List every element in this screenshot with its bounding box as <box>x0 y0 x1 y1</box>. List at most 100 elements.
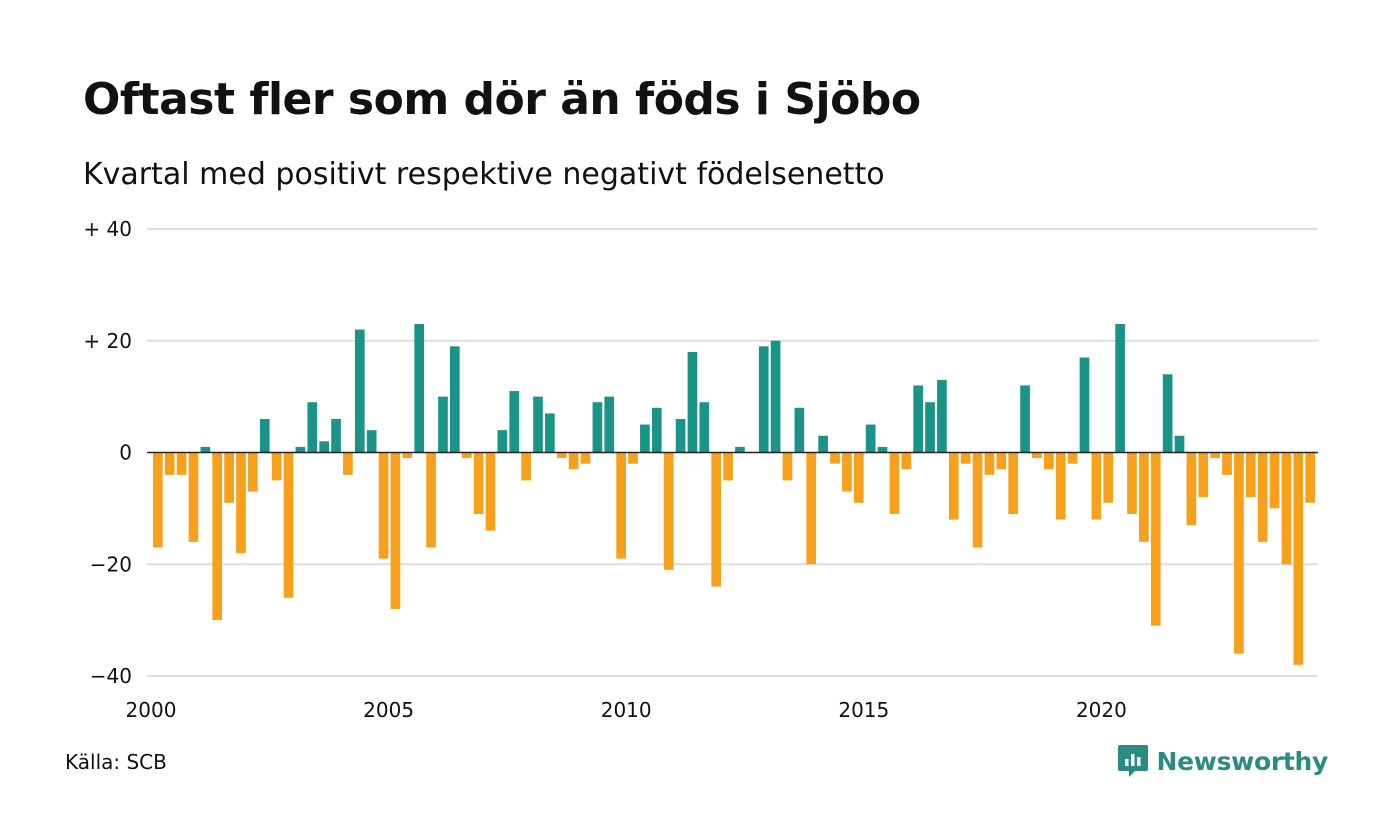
bar <box>948 452 959 520</box>
bar <box>1020 385 1030 453</box>
axes: + 40 + 20 0 −20 −40 2000 2005 2010 2015 2020 <box>83 217 1318 722</box>
bar <box>1305 452 1316 503</box>
bar <box>675 418 686 453</box>
bar <box>735 446 745 453</box>
bar <box>889 452 900 514</box>
bars <box>153 323 1316 665</box>
bar <box>1257 452 1268 542</box>
bar <box>188 452 199 542</box>
bar <box>1245 452 1256 498</box>
bar <box>1091 452 1102 520</box>
bar <box>972 452 983 548</box>
x-tick-label: 2005 <box>363 698 414 722</box>
bar <box>295 446 306 453</box>
bar <box>830 452 840 464</box>
bar <box>1281 452 1292 565</box>
chart-title: Oftast fler som dör än föds i Sjöbo <box>83 74 921 125</box>
bar <box>1079 357 1090 453</box>
bar <box>794 407 805 453</box>
bar <box>580 452 591 464</box>
brand-name: Newsworthy <box>1156 746 1329 776</box>
bar <box>497 430 508 453</box>
bar <box>1127 452 1137 514</box>
bar <box>176 452 187 475</box>
bar <box>259 418 270 453</box>
bar <box>687 351 698 453</box>
bar <box>521 452 531 481</box>
x-tick-label: 2020 <box>1076 698 1127 722</box>
bar <box>1055 452 1066 520</box>
bar <box>319 441 329 453</box>
bar <box>426 452 436 548</box>
bar <box>568 452 579 470</box>
y-tick-label: 0 <box>119 441 132 465</box>
bar <box>853 452 864 503</box>
bar <box>212 452 223 621</box>
bar <box>1186 452 1197 526</box>
bar <box>307 402 318 453</box>
bar <box>996 452 1007 470</box>
bar <box>224 452 234 503</box>
bar <box>1269 452 1280 509</box>
bar <box>378 452 389 559</box>
bar <box>200 446 211 453</box>
bar <box>1222 452 1232 475</box>
bar <box>164 452 175 475</box>
bar <box>1139 452 1149 542</box>
bar <box>770 340 781 453</box>
bar <box>628 452 638 464</box>
bar <box>450 346 460 453</box>
bar <box>485 452 496 531</box>
x-tick-label: 2010 <box>601 698 652 722</box>
bar <box>414 323 425 453</box>
bar <box>913 385 923 453</box>
bar <box>592 402 603 453</box>
bar <box>818 435 828 453</box>
bar <box>461 452 472 459</box>
bar <box>865 424 876 453</box>
bar <box>473 452 484 514</box>
bar <box>1293 452 1304 665</box>
bar <box>925 402 935 453</box>
bar <box>1103 452 1114 503</box>
bar <box>663 452 674 570</box>
bar <box>616 452 626 559</box>
source-note: Källa: SCB <box>65 750 167 774</box>
bar <box>711 452 722 587</box>
bar <box>283 452 294 598</box>
y-tick-label: −20 <box>90 552 132 576</box>
bar <box>1234 452 1244 654</box>
bar <box>1044 452 1054 470</box>
bar <box>1162 374 1173 453</box>
y-tick-label: −40 <box>90 664 132 688</box>
x-tick-label: 2015 <box>838 698 889 722</box>
bar <box>877 446 888 453</box>
bar <box>806 452 817 565</box>
bar <box>1115 323 1125 453</box>
bar <box>556 452 567 459</box>
bar <box>1008 452 1019 514</box>
x-tick-label: 2000 <box>126 698 177 722</box>
bar <box>842 452 852 492</box>
bar <box>758 346 769 453</box>
bar <box>901 452 912 470</box>
bar <box>960 452 971 464</box>
bar <box>984 452 995 475</box>
bar <box>1067 452 1078 464</box>
brand-logo: Newsworthy <box>1117 744 1329 778</box>
bar <box>545 413 555 453</box>
bar <box>438 396 448 453</box>
bar <box>354 329 365 453</box>
bar <box>366 430 377 453</box>
bar <box>390 452 401 609</box>
bar <box>699 402 710 453</box>
bar <box>343 452 353 475</box>
bar <box>1150 452 1161 626</box>
bar <box>782 452 793 481</box>
bar <box>236 452 246 554</box>
y-tick-label: + 40 <box>83 217 132 241</box>
bar <box>937 379 947 453</box>
bar <box>509 391 520 453</box>
bar <box>153 452 163 548</box>
